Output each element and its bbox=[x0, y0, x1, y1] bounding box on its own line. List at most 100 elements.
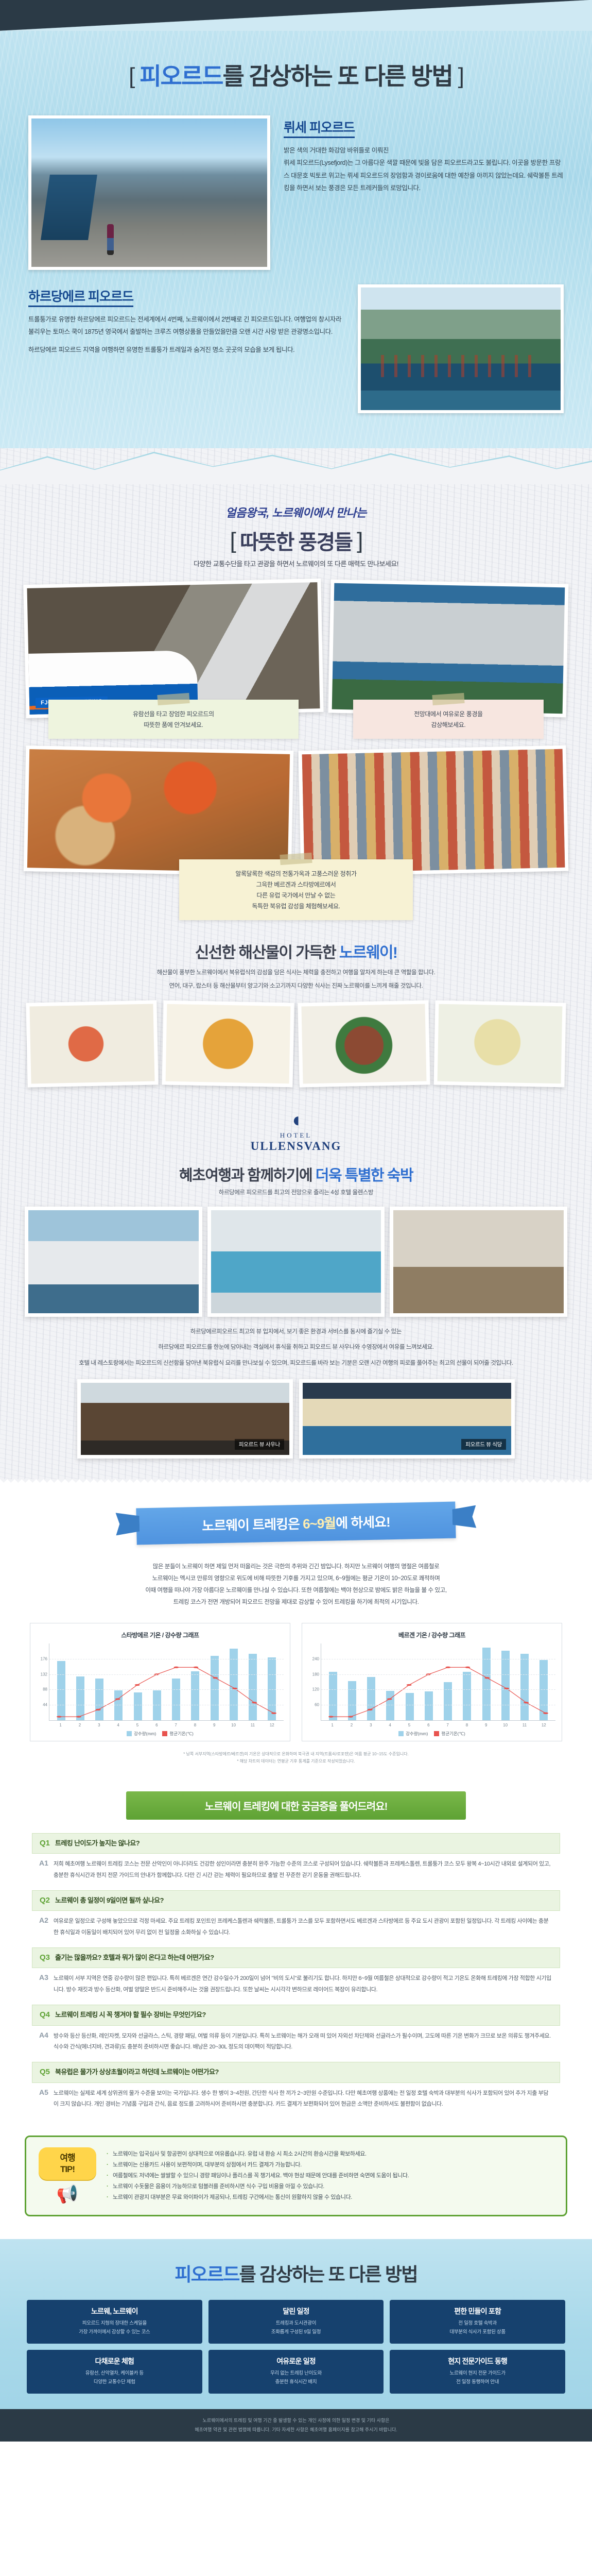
footer-card[interactable]: 편한 민들이 포함 전 일정 호텔 숙박과 대부분의 식사가 포함된 상품 bbox=[390, 2299, 565, 2344]
lysefjord-heading: 뤼세 피오르드 bbox=[284, 117, 355, 138]
chart-gridline bbox=[49, 1674, 284, 1675]
chart-bar bbox=[268, 1657, 276, 1720]
chart-legend-item: 강수량(mm) bbox=[127, 1731, 156, 1737]
chart-xtick: 11 bbox=[250, 1722, 255, 1727]
tip-item: 노르웨이 수돗물은 음용이 가능하므로 텀블러를 준비하시면 식수 구입 비용을… bbox=[107, 2181, 553, 2192]
seafood-title-accent: 노르웨이! bbox=[339, 944, 398, 961]
faq-answer: A3 노르웨이 서부 지역은 연중 강수량이 많은 편입니다. 특히 베르겐은 연… bbox=[32, 1968, 560, 1997]
chart-xtick: 5 bbox=[136, 1722, 139, 1727]
faq-question[interactable]: Q3 출기는 많을까요? 호텔과 뭐가 많이 온다고 하는데 어떤가요? bbox=[32, 1947, 560, 1969]
footer-card[interactable]: 달린 일정 트레킹과 도시관광이 조화롭게 구성된 9일 일정 bbox=[208, 2299, 384, 2344]
tip-item: 노르웨이 관광지 대부분은 무료 와이파이가 제공되나, 트레킹 구간에서는 통… bbox=[107, 2192, 553, 2203]
tip-item: 노르웨이는 입국심사 및 항공편이 상대적으로 여유롭습니다. 유럽 내 환승 … bbox=[107, 2149, 553, 2160]
trekking-line-3: 이때 여행을 떠나야 가장 아름다운 노르웨이를 만나실 수 있습니다. 또한 … bbox=[145, 1587, 447, 1594]
gallery-row-1: FJORDSIGHTSEEING 유람선을 타고 장엄한 피오르드의 따뜻한 품… bbox=[23, 578, 569, 739]
food-photo-row bbox=[0, 1000, 592, 1099]
faq-item[interactable]: Q1 트레킹 난이도가 높지는 않나요? A1 저희 혜초여행 노르웨이 트레킹 코스… bbox=[32, 1833, 560, 1883]
chart-bar bbox=[520, 1654, 529, 1720]
faq-answer-text: 노르웨이는 실제로 세계 상위권의 물가 수준을 보이는 국가입니다. 생수 한… bbox=[53, 2090, 549, 2108]
faq-question[interactable]: Q5 북유럽은 물가가 상상초월이라고 하던데 노르웨이는 어떤가요? bbox=[32, 2062, 560, 2083]
scenery-subtitle: 다양한 교통수단을 타고 관광을 하면서 노르웨이의 또 다른 매력도 만나보세… bbox=[194, 560, 398, 568]
footer-legal: 노르웨이에서의 트레킹 및 여행 기간 중 발생할 수 있는 개인 사정에 의한… bbox=[0, 2409, 592, 2442]
scenery-section: 얼음왕국, 노르웨이에서 만나는 [ 따뜻한 풍경들 ] 다양한 교통수단을 타… bbox=[0, 448, 592, 1486]
lysefjord-text: 뤼세 피오르드 밝은 색의 거대한 화강암 바위들로 이뤄진 뤼세 피오르드(L… bbox=[284, 115, 564, 195]
chart-xtick: 5 bbox=[408, 1722, 411, 1727]
chart-legend-item: 평균기온(℃) bbox=[162, 1731, 194, 1737]
chart-stavanger-plot: 176 132 88 44 bbox=[41, 1643, 284, 1721]
food-photo-1 bbox=[26, 1000, 159, 1088]
footer-card-body: 노르웨이 현지 전문 가이드가 전 일정 동행하여 안내 bbox=[449, 2370, 506, 2385]
chart-bar bbox=[191, 1671, 200, 1720]
chart-xtick: 12 bbox=[541, 1722, 546, 1727]
chart-xtick: 10 bbox=[231, 1722, 236, 1727]
hotel-logo-name: ULLENSVANG bbox=[250, 1139, 342, 1153]
scenery-title: [ 따뜻한 풍경들 ] bbox=[0, 520, 592, 558]
tip-badge-line1: 여행 bbox=[60, 2153, 75, 2163]
chart-xtick: 4 bbox=[117, 1722, 119, 1727]
faq-item[interactable]: Q5 북유럽은 물가가 상상초월이라고 하던데 노르웨이는 어떤가요? A5 노르웨이… bbox=[32, 2062, 560, 2112]
chart-legend-item: 강수량(mm) bbox=[398, 1731, 428, 1737]
faq-answer-mark: A3 bbox=[39, 1973, 48, 1982]
hotel-crest-icon: ◖ bbox=[289, 1108, 303, 1131]
faq-question[interactable]: Q4 노르웨이 트레킹 시 꼭 챙겨야 할 필수 장비는 무엇인가요? bbox=[32, 2005, 560, 2026]
footer-title-rest: 를 감상하는 또 다른 방법 bbox=[239, 2263, 419, 2285]
chart-bar bbox=[482, 1648, 491, 1720]
chart-xtick: 6 bbox=[427, 1722, 430, 1727]
footer-card-heading: 다채로운 체험 bbox=[95, 2357, 134, 2366]
footer-legal-2: 혜초여행 약관 및 관련 법령에 따릅니다. 기타 자세한 사항은 혜초여행 홈… bbox=[195, 2427, 397, 2432]
hotel-description-3: 호텔 내 레스토랑에서는 피오르드의 신선함을 담아낸 북유럽식 요리를 만나보… bbox=[79, 1360, 513, 1366]
footer-card[interactable]: 다채로운 체험 유람선, 산악열차, 케이블카 등 다양한 교통수단 체험 bbox=[27, 2350, 202, 2394]
chart-bar bbox=[229, 1649, 238, 1720]
page-title: [ 피오르드를 감상하는 또 다른 방법 ] bbox=[28, 31, 564, 115]
chart-bar bbox=[152, 1690, 161, 1720]
chart-xtick: 10 bbox=[503, 1722, 508, 1727]
ribbon-highlight: 6~9월 bbox=[302, 1515, 336, 1532]
tip-badge: 여행 TIP! 📢 bbox=[39, 2147, 96, 2205]
faq-item[interactable]: Q3 출기는 많을까요? 호텔과 뭐가 많이 온다고 하는데 어떤가요? A3 노르웨… bbox=[32, 1947, 560, 1997]
seafood-title: 신선한 해산물이 가득한 노르웨이! bbox=[0, 928, 592, 968]
trekking-line-4: 트레킹 코스가 전면 개방되어 피오르드 전망을 제대로 감상할 수 있어 트레… bbox=[173, 1599, 419, 1605]
seafood-body-2: 연어, 대구, 랍스터 등 해산물부터 양고기와 소고기까지 다양한 식사는 진… bbox=[169, 982, 423, 989]
faq-item[interactable]: Q4 노르웨이 트레킹 시 꼭 챙겨야 할 필수 장비는 무엇인가요? A4 방수와 … bbox=[32, 2005, 560, 2055]
faq-answer-mark: A1 bbox=[39, 1859, 48, 1868]
page-title-rest: 를 감상하는 또 다른 방법 bbox=[222, 63, 453, 90]
food-image-3 bbox=[301, 1004, 427, 1084]
bracket-right: ] bbox=[458, 63, 464, 89]
scenery-script-line: 얼음왕국, 노르웨이에서 만나는 bbox=[225, 506, 367, 519]
faq-question-mark: Q2 bbox=[40, 1896, 50, 1905]
seafood-market-photo bbox=[23, 745, 294, 876]
chart-stavanger-xaxis: 1 2 3 4 5 6 7 8 9 10 11 12 bbox=[49, 1721, 284, 1727]
hero-block-hardanger: 하르당에르 피오르드 트롤퉁가로 유명한 하르당에르 피오르드는 전세계에서 4… bbox=[28, 284, 564, 413]
footer-card[interactable]: 노르웨, 노르웨이 피오르드 지형의 장대한 스케일을 가장 가까이에서 감상할 … bbox=[27, 2299, 202, 2344]
faq-answer-text: 저희 혜초여행 노르웨이 트레킹 코스는 전문 산악인이 아니더라도 건강한 성… bbox=[53, 1861, 551, 1878]
faq-question[interactable]: Q2 노르웨이 총 일정이 9일이면 될까 싶나요? bbox=[32, 1890, 560, 1911]
chart-xtick: 3 bbox=[370, 1722, 372, 1727]
food-photo-4 bbox=[433, 1000, 566, 1088]
landing-page: [ 피오르드를 감상하는 또 다른 방법 ] 뤼세 피오르드 밝은 색의 거대한… bbox=[0, 0, 592, 2442]
footer-card[interactable]: 여유로운 일정 무리 없는 트레킹 난이도와 충분한 휴식시간 배치 bbox=[208, 2350, 384, 2394]
footer-card[interactable]: 현지 전문가이드 동행 노르웨이 현지 전문 가이드가 전 일정 동행하여 안내 bbox=[390, 2350, 565, 2394]
chart-bergen-plot: 240 180 120 60 bbox=[312, 1643, 555, 1721]
chart-stavanger-legend: 강수량(mm) 평균기온(℃) bbox=[37, 1727, 284, 1737]
scenery-bracket-right: ] bbox=[357, 528, 363, 553]
trekking-section: 노르웨이 트레킹은 6~9월에 하세요! 많은 분들이 노르웨이 하면 제일 먼… bbox=[0, 1486, 592, 1778]
chart-ytick: 132 bbox=[40, 1672, 47, 1677]
faq-question-text: 노르웨이 총 일정이 9일이면 될까 싶나요? bbox=[55, 1896, 164, 1905]
faq-item[interactable]: Q2 노르웨이 총 일정이 9일이면 될까 싶나요? A2 여유로운 일정으로 구성해… bbox=[32, 1890, 560, 1940]
hardanger-text: 하르당에르 피오르드 트롤퉁가로 유명한 하르당에르 피오르드는 전세계에서 4… bbox=[28, 284, 344, 356]
hotel-pool-photo bbox=[207, 1206, 385, 1317]
chart-ytick: 120 bbox=[312, 1687, 319, 1692]
hotel-pool-image bbox=[211, 1210, 381, 1313]
faq-question[interactable]: Q1 트레킹 난이도가 높지는 않나요? bbox=[32, 1833, 560, 1854]
food-image-4 bbox=[437, 1004, 563, 1083]
chart-bar bbox=[347, 1681, 356, 1720]
hardanger-body-2: 하르당에르 피오르드 지역을 여행하면 유명한 트롤퉁가 트레일과 숨겨진 명소… bbox=[28, 346, 295, 353]
scenery-bracket-left: [ bbox=[230, 528, 236, 553]
lysefjord-hiker-photo bbox=[28, 115, 270, 270]
mountain-divider-white bbox=[0, 453, 592, 484]
food-photo-3 bbox=[298, 1000, 430, 1088]
chart-xtick: 11 bbox=[522, 1722, 527, 1727]
footer-legal-1: 노르웨이에서의 트레킹 및 여행 기간 중 발생할 수 있는 개인 사정에 의한… bbox=[202, 2418, 390, 2424]
trekking-line-1: 많은 분들이 노르웨이 하면 제일 먼저 떠올리는 것은 극한의 추위와 긴긴 … bbox=[152, 1563, 440, 1570]
